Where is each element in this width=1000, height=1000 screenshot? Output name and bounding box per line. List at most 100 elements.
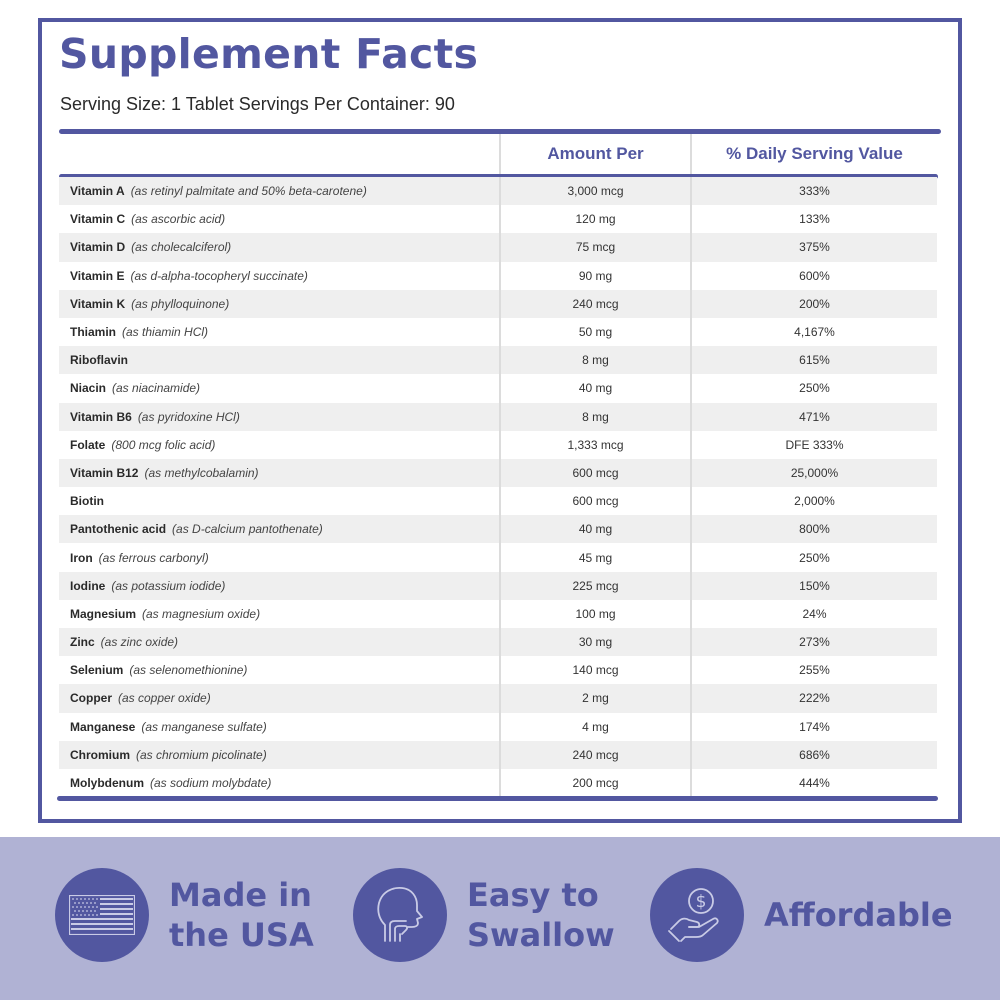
amount-cell: 140 mcg	[499, 656, 690, 685]
table-row: Vitamin C (as ascorbic acid) 120 mg 133%	[59, 205, 937, 234]
nutrient-name: Magnesium	[70, 606, 137, 621]
nutrient-cell: Vitamin B6 (as pyridoxine HCl)	[59, 403, 499, 431]
nutrient-cell: Iron (as ferrous carbonyl)	[59, 543, 499, 571]
nutrient-cell: Folate (800 mcg folic acid)	[59, 431, 499, 459]
nutrient-name: Vitamin B12	[70, 465, 139, 480]
nutrient-name: Vitamin C	[70, 212, 126, 227]
page-title: Supplement Facts	[59, 30, 479, 78]
feature-easy-to-swallow: Easy to Swallow	[353, 868, 615, 962]
daily-value-cell: DFE 333%	[690, 430, 937, 459]
table-row: Selenium (as selenomethionine) 140 mcg 255%	[59, 656, 937, 685]
nutrient-cell: Iodine (as potassium iodide)	[59, 572, 499, 600]
table-row: Copper (as copper oxide) 2 mg 222%	[59, 684, 937, 713]
table-header: Amount Per % Daily Serving Value	[59, 134, 937, 174]
nutrient-cell: Vitamin C (as ascorbic acid)	[59, 205, 499, 233]
daily-value-cell: 375%	[690, 233, 937, 262]
feature-affordable: $ Affordable	[650, 868, 953, 962]
daily-value-cell: 133%	[690, 205, 937, 234]
nutrient-cell: Magnesium (as magnesium oxide)	[59, 600, 499, 628]
daily-value-cell: 250%	[690, 543, 937, 572]
nutrient-name: Vitamin D	[70, 240, 126, 255]
nutrient-source: (as magnesium oxide)	[142, 606, 261, 621]
nutrient-name: Biotin	[70, 494, 104, 509]
table-row: Riboflavin 8 mg 615%	[59, 346, 937, 375]
nutrient-cell: Riboflavin	[59, 346, 499, 374]
nutrient-name: Vitamin A	[70, 184, 125, 199]
amount-cell: 120 mg	[499, 205, 690, 234]
table-row: Iodine (as potassium iodide) 225 mcg 150%	[59, 571, 937, 600]
table-row: Vitamin E (as d-alpha-tocopheryl succinat…	[59, 261, 937, 290]
amount-cell: 8 mg	[499, 346, 690, 375]
nutrient-source: (as phylloquinone)	[131, 296, 230, 311]
table-row: Vitamin B12 (as methylcobalamin) 600 mcg 25…	[59, 458, 937, 488]
nutrient-source: (as d-alpha-tocopheryl succinate)	[130, 268, 308, 283]
daily-value-cell: 174%	[690, 712, 937, 741]
nutrient-cell: Vitamin B12 (as methylcobalamin)	[59, 459, 499, 487]
nutrient-source: (as niacinamide)	[112, 381, 201, 396]
table-row: Folate (800 mcg folic acid) 1,333 mcg DFE 3…	[59, 430, 937, 459]
feature-made-in-usa: Made in the USA	[55, 868, 314, 962]
column-header-nutrient	[59, 134, 499, 174]
amount-cell: 1,333 mcg	[499, 430, 690, 459]
daily-value-cell: 222%	[690, 684, 937, 713]
daily-value-cell: 200%	[690, 289, 937, 318]
column-header-daily-value: % Daily Serving Value	[690, 134, 937, 174]
nutrient-name: Chromium	[70, 747, 130, 762]
nutrient-cell: Vitamin K (as phylloquinone)	[59, 290, 499, 318]
nutrient-name: Vitamin E	[70, 268, 125, 283]
nutrient-cell: Manganese (as manganese sulfate)	[59, 713, 499, 741]
amount-cell: 2 mg	[499, 684, 690, 713]
nutrient-source: (800 mcg folic acid)	[111, 437, 216, 452]
amount-cell: 240 mcg	[499, 740, 690, 769]
nutrient-name: Copper	[70, 691, 112, 706]
nutrient-name: Iron	[70, 550, 93, 565]
hand-coin-dollar-icon: $	[650, 868, 744, 962]
table-row: Niacin (as niacinamide) 40 mg 250%	[59, 374, 937, 403]
nutrient-cell: Selenium (as selenomethionine)	[59, 656, 499, 684]
amount-cell: 75 mcg	[499, 233, 690, 262]
nutrient-source: (as methylcobalamin)	[144, 465, 259, 480]
nutrient-source: (as chromium picolinate)	[136, 747, 267, 762]
divider-header	[59, 174, 938, 179]
head-throat-icon	[353, 868, 447, 962]
us-flag-icon	[55, 868, 149, 962]
feature-label: Affordable	[764, 896, 953, 934]
table-row: Vitamin B6 (as pyridoxine HCl) 8 mg 471%	[59, 402, 937, 431]
nutrient-cell: Chromium (as chromium picolinate)	[59, 741, 499, 769]
nutrient-cell: Zinc (as zinc oxide)	[59, 628, 499, 656]
nutrient-cell: Niacin (as niacinamide)	[59, 374, 499, 402]
nutrient-source: (as ferrous carbonyl)	[98, 550, 209, 565]
supplement-facts-panel	[38, 18, 962, 823]
daily-value-cell: 255%	[690, 656, 937, 685]
nutrient-source: (as cholecalciferol)	[131, 240, 232, 255]
nutrient-cell: Pantothenic acid (as D-calcium pantothena…	[59, 515, 499, 543]
nutrient-source: (as manganese sulfate)	[141, 719, 267, 734]
table-row: Biotin 600 mcg 2,000%	[59, 487, 937, 516]
amount-cell: 40 mg	[499, 374, 690, 403]
amount-cell: 3,000 mcg	[499, 177, 690, 206]
nutrient-name: Manganese	[70, 719, 136, 734]
table-row: Vitamin D (as cholecalciferol) 75 mcg 375%	[59, 233, 937, 262]
table-row: Vitamin K (as phylloquinone) 240 mcg 200%	[59, 289, 937, 318]
daily-value-cell: 25,000%	[690, 458, 937, 488]
nutrient-source: (as selenomethionine)	[129, 663, 248, 678]
nutrient-name: Folate	[70, 437, 106, 452]
amount-cell: 50 mg	[499, 317, 690, 347]
amount-cell: 225 mcg	[499, 571, 690, 600]
nutrient-cell: Biotin	[59, 487, 499, 515]
feature-label: Made in the USA	[169, 876, 314, 954]
daily-value-cell: 4,167%	[690, 317, 937, 347]
nutrient-source: (as D-calcium pantothenate)	[172, 522, 323, 537]
nutrient-source: (as potassium iodide)	[111, 578, 226, 593]
table-row: Molybdenum (as sodium molybdate) 200 mcg 44…	[59, 768, 937, 798]
nutrient-name: Vitamin B6	[70, 409, 132, 424]
daily-value-cell: 600%	[690, 261, 937, 290]
daily-value-cell: 444%	[690, 768, 937, 798]
daily-value-cell: 2,000%	[690, 487, 937, 516]
nutrient-cell: Vitamin E (as d-alpha-tocopheryl succinat…	[59, 262, 499, 290]
nutrient-name: Niacin	[70, 381, 107, 396]
daily-value-cell: 471%	[690, 402, 937, 431]
amount-cell: 40 mg	[499, 515, 690, 544]
feature-banner: Made in the USA Easy to Swallow $ Afford…	[0, 837, 1000, 1000]
nutrient-cell: Vitamin A (as retinyl palmitate and 50% b…	[59, 177, 499, 205]
